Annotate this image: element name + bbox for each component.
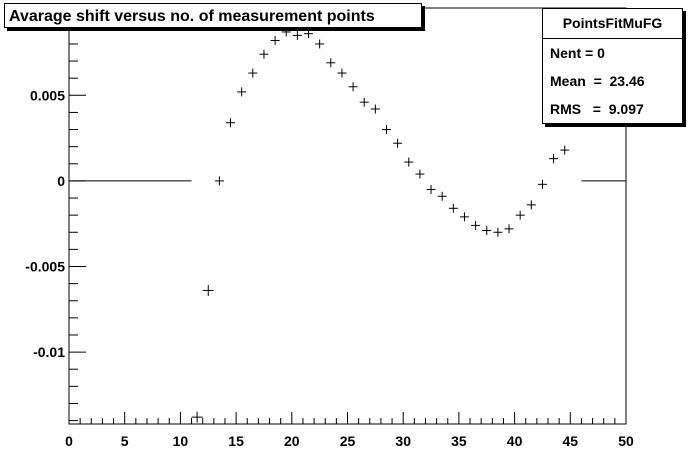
- data-point: [381, 125, 391, 135]
- stats-box: PointsFitMuFG Nent = 0 Mean = 23.46 RMS …: [542, 8, 683, 124]
- data-point: [226, 118, 236, 128]
- data-point: [337, 68, 347, 78]
- data-point: [426, 184, 436, 194]
- data-point: [471, 220, 481, 230]
- data-point: [259, 49, 269, 59]
- y-tick-label: -0.005: [25, 259, 65, 275]
- data-point: [504, 224, 514, 234]
- y-tick-label: -0.01: [33, 344, 65, 360]
- x-tick-label: 25: [340, 433, 356, 449]
- x-tick-label: 40: [507, 433, 523, 449]
- data-point: [348, 82, 358, 92]
- x-tick-label: 30: [395, 433, 411, 449]
- data-point: [281, 27, 291, 37]
- data-point: [304, 29, 314, 39]
- stats-mean: Mean = 23.46: [550, 73, 645, 89]
- y-tick-label: 0: [57, 173, 65, 189]
- data-point: [415, 169, 425, 179]
- y-tick-label: 0.005: [30, 87, 65, 103]
- data-point: [526, 200, 536, 210]
- data-point: [537, 179, 547, 189]
- x-tick-label: 10: [173, 433, 189, 449]
- data-point: [515, 210, 525, 220]
- data-point: [493, 227, 503, 237]
- stats-nent: Nent = 0: [550, 45, 605, 61]
- data-point: [315, 39, 325, 49]
- data-point: [370, 104, 380, 114]
- data-point: [549, 154, 559, 164]
- data-point: [437, 191, 447, 201]
- stats-rms: RMS = 9.097: [550, 101, 644, 117]
- data-point: [248, 68, 258, 78]
- data-point: [459, 212, 469, 222]
- x-tick-label: 20: [284, 433, 300, 449]
- chart-title: Avarage shift versus no. of measurement …: [4, 3, 422, 28]
- data-point: [237, 87, 247, 97]
- x-tick-label: 35: [451, 433, 467, 449]
- data-point: [448, 203, 458, 213]
- x-tick-label: 15: [228, 433, 244, 449]
- x-tick-label: 5: [121, 433, 129, 449]
- x-tick-label: 50: [618, 433, 634, 449]
- data-point: [482, 226, 492, 236]
- data-point: [560, 145, 570, 155]
- data-point: [202, 284, 214, 296]
- data-point: [393, 138, 403, 148]
- data-point: [270, 36, 280, 46]
- data-point: [292, 30, 302, 40]
- data-point: [191, 411, 203, 423]
- data-point: [404, 157, 414, 167]
- x-tick-label: 0: [65, 433, 73, 449]
- data-point: [214, 176, 224, 186]
- stats-histogram-name: PointsFitMuFG: [543, 9, 682, 39]
- data-point: [326, 58, 336, 68]
- x-tick-label: 45: [563, 433, 579, 449]
- data-point: [359, 97, 369, 107]
